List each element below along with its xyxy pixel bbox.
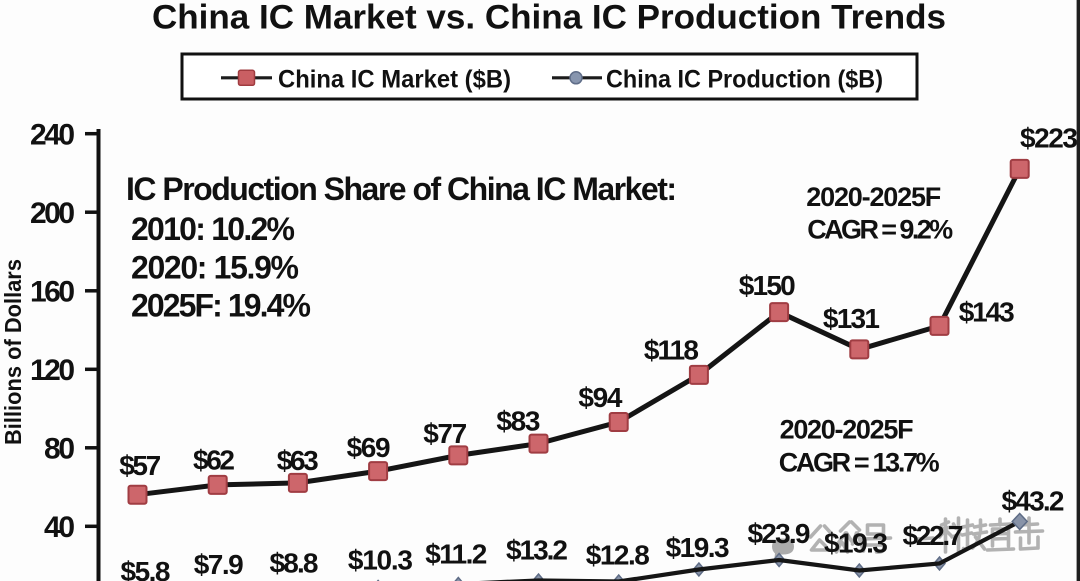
- svg-text:$12.8: $12.8: [586, 540, 650, 571]
- svg-text:2025F: 19.4%: 2025F: 19.4%: [131, 288, 311, 324]
- svg-text:$11.2: $11.2: [425, 538, 487, 569]
- svg-text:80: 80: [44, 433, 75, 466]
- svg-text:$23.9: $23.9: [748, 518, 811, 549]
- svg-text:$63: $63: [277, 445, 319, 476]
- svg-text:$150: $150: [739, 270, 796, 301]
- svg-text:$83: $83: [496, 405, 540, 436]
- svg-text:CAGR = 9.2%: CAGR = 9.2%: [807, 214, 953, 244]
- svg-text:2010: 10.2%: 2010: 10.2%: [131, 211, 295, 247]
- svg-text:$62: $62: [193, 444, 235, 475]
- svg-text:IC Production Share of China I: IC Production Share of China IC Market:: [126, 171, 677, 207]
- svg-text:$8.8: $8.8: [270, 548, 319, 579]
- svg-text:$7.9: $7.9: [194, 549, 244, 580]
- svg-text:$223: $223: [1020, 123, 1078, 154]
- svg-text:$57: $57: [119, 450, 161, 481]
- svg-text:China IC Production ($B): China IC Production ($B): [606, 66, 883, 94]
- svg-text:$5.8: $5.8: [121, 556, 171, 581]
- svg-text:200: 200: [30, 197, 75, 230]
- svg-text:$19.3: $19.3: [824, 527, 888, 558]
- svg-text:40: 40: [44, 511, 75, 544]
- svg-text:Billions of Dollars: Billions of Dollars: [0, 259, 26, 445]
- svg-text:China IC Market vs. China IC P: China IC Market vs. China IC Production …: [152, 0, 946, 37]
- svg-text:$19.3: $19.3: [666, 532, 730, 563]
- svg-text:2020: 15.9%: 2020: 15.9%: [131, 249, 299, 285]
- svg-text:$143: $143: [959, 297, 1015, 328]
- svg-text:240: 240: [30, 119, 75, 152]
- svg-text:$131: $131: [823, 303, 880, 334]
- svg-text:$94: $94: [578, 382, 622, 413]
- svg-text:$118: $118: [644, 335, 699, 366]
- svg-text:2020-2025F: 2020-2025F: [780, 414, 914, 444]
- svg-text:China IC Market ($B): China IC Market ($B): [278, 66, 511, 94]
- svg-text:$43.2: $43.2: [1002, 485, 1065, 516]
- svg-text:$10.3: $10.3: [348, 545, 413, 576]
- svg-text:CAGR = 13.7%: CAGR = 13.7%: [779, 448, 940, 478]
- svg-text:$69: $69: [347, 432, 391, 463]
- svg-text:160: 160: [30, 276, 75, 309]
- svg-text:2020-2025F: 2020-2025F: [806, 182, 941, 212]
- svg-text:$77: $77: [423, 418, 467, 449]
- svg-text:$13.2: $13.2: [506, 535, 568, 566]
- svg-text:120: 120: [30, 354, 75, 387]
- svg-text:$22.7: $22.7: [903, 520, 964, 551]
